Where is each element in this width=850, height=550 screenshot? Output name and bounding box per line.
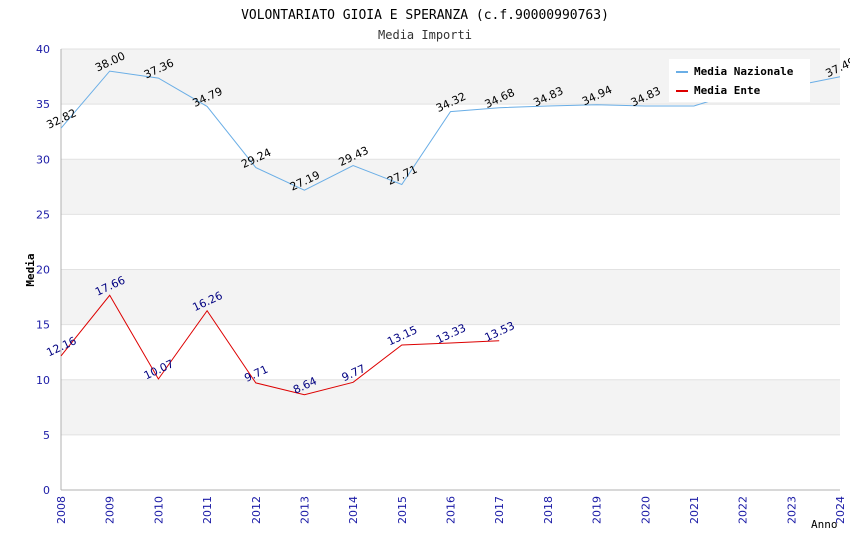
y-tick-label: 30	[36, 153, 50, 166]
x-tick-label: 2024	[834, 496, 847, 524]
y-tick-label: 35	[36, 98, 50, 111]
y-tick-label: 20	[36, 264, 50, 277]
x-tick-label: 2015	[396, 496, 409, 524]
x-tick-label: 2011	[201, 496, 214, 524]
x-tick-label: 2021	[688, 496, 701, 524]
series-line-media-ente	[60, 294, 500, 396]
grid-bands	[61, 49, 840, 490]
y-tick-label: 5	[43, 429, 50, 442]
x-tick-label: 2023	[785, 496, 798, 524]
grid-band	[61, 214, 840, 270]
chart-subtitle: Media Importi	[378, 28, 472, 42]
x-tick-labels: 2008 2009 2010 2011 2012 2013 2014 2015 2016 2017…	[55, 496, 847, 524]
y-tick-label: 0	[43, 484, 50, 497]
y-tick-label: 25	[36, 208, 50, 221]
legend-item-media-ente: Media Ente	[676, 84, 761, 97]
x-tick-label: 2008	[55, 496, 68, 524]
x-tick-label: 2022	[737, 496, 750, 524]
y-tick-label: 15	[36, 319, 50, 332]
legend: Media Nazionale Media Ente	[669, 59, 810, 102]
y-axis-label: Media	[24, 253, 37, 286]
grid-band	[61, 159, 840, 215]
x-tick-label: 2014	[347, 496, 360, 524]
x-tick-label: 2019	[591, 496, 604, 524]
y-tick-labels: 0 5 10 15 20 25 30 35 40	[36, 43, 50, 497]
grid-band	[61, 434, 840, 490]
legend-box	[669, 59, 810, 102]
legend-item-media-nazionale: Media Nazionale	[676, 65, 794, 78]
x-axis-label: Anno	[811, 518, 838, 531]
grid-band	[61, 104, 840, 160]
grid-band	[61, 379, 840, 435]
y-tick-label: 10	[36, 374, 50, 387]
legend-label: Media Nazionale	[694, 65, 794, 78]
legend-label: Media Ente	[694, 84, 761, 97]
x-tick-label: 2012	[250, 496, 263, 524]
y-tick-label: 40	[36, 43, 50, 56]
x-tick-label: 2013	[298, 496, 311, 524]
x-tick-label: 2010	[152, 496, 165, 524]
x-tick-label: 2017	[493, 496, 506, 524]
chart-title: VOLONTARIATO GIOIA E SPERANZA (c.f.90000…	[241, 8, 609, 23]
x-tick-label: 2009	[104, 496, 117, 524]
grid-band	[61, 269, 840, 325]
x-tick-label: 2020	[639, 496, 652, 524]
x-tick-label: 2018	[542, 496, 555, 524]
x-tick-label: 2016	[445, 496, 458, 524]
